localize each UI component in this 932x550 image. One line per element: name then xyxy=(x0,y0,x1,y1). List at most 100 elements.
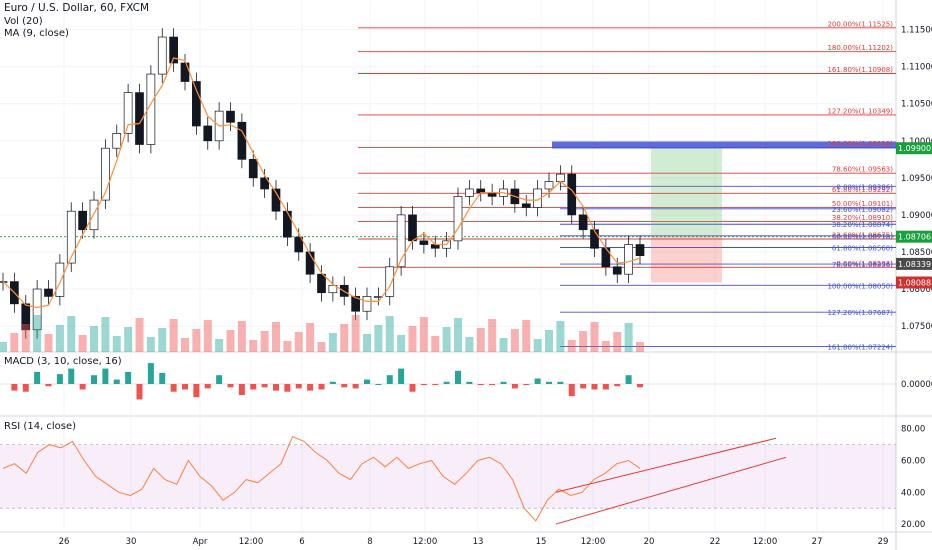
candle-body xyxy=(55,262,65,297)
volume-bar xyxy=(21,324,30,352)
candle-body xyxy=(146,73,156,145)
candle-body xyxy=(32,288,42,331)
resistance-zone xyxy=(552,141,896,149)
price-pane[interactable] xyxy=(0,0,896,352)
volume-bar xyxy=(351,315,360,352)
fib-level-label: 61.80%(1.08560) xyxy=(832,245,893,253)
candle-body xyxy=(112,133,122,149)
candle-body xyxy=(396,214,406,268)
candle-body xyxy=(465,188,474,197)
fib-level-label: 0.00%(1.08293) xyxy=(836,260,893,268)
rsi-y-tick: 80.00 xyxy=(901,425,925,435)
macd-histogram-bar xyxy=(204,384,211,389)
take-profit-zone xyxy=(651,148,722,237)
fib-level-label: 127.20%(1.07687) xyxy=(827,309,893,317)
volume-bar xyxy=(374,325,383,352)
macd-histogram-bar xyxy=(614,384,621,387)
candle-body xyxy=(101,147,110,201)
volume-bar xyxy=(488,319,497,352)
candle-body xyxy=(78,210,87,231)
macd-histogram-bar xyxy=(22,384,29,392)
fib-level-label: 38.20%(1.08874) xyxy=(832,221,893,229)
rsi-pane[interactable] xyxy=(0,436,896,525)
labels: 227.20%(1.11914)200.00%(1.11525)180.00%(… xyxy=(827,20,893,352)
macd-histogram-bar xyxy=(364,379,370,384)
volume-bar xyxy=(33,315,42,352)
macd-histogram-bar xyxy=(182,384,188,390)
volume-bar xyxy=(55,325,64,352)
macd-histogram-bar xyxy=(318,384,325,390)
macd-histogram-bar xyxy=(546,381,552,384)
volume-bar xyxy=(385,316,394,352)
macd-histogram-bar xyxy=(455,370,461,384)
candle-body xyxy=(385,266,395,297)
candle-body xyxy=(294,236,304,253)
fib-level-label: 78.60%(1.09563) xyxy=(832,166,893,174)
candle-body xyxy=(203,125,213,142)
volume-bar xyxy=(101,317,110,352)
candle-body xyxy=(351,296,360,312)
macd-histogram-bar xyxy=(216,375,223,384)
volume-bar xyxy=(408,326,417,352)
volume-bar xyxy=(499,338,508,352)
volume-bar xyxy=(363,334,371,352)
macd-pane[interactable] xyxy=(0,363,896,400)
volume-bar xyxy=(601,341,610,352)
ma-indicator-label[interactable]: MA (9, close) xyxy=(4,28,69,39)
candle-body xyxy=(430,244,440,249)
volume-bar xyxy=(0,342,7,352)
macd-histogram-bar xyxy=(45,384,52,387)
macd-histogram-bar xyxy=(79,384,86,390)
volume-bar xyxy=(431,336,440,352)
y-tick-label: 1.11500 xyxy=(901,26,932,36)
fib-level-label: 161.80%(1.07224) xyxy=(827,344,893,352)
candle-body xyxy=(590,229,599,249)
candle-body xyxy=(248,158,258,179)
y-tick-label: 1.07500 xyxy=(901,322,932,332)
fib-level-label: 23.60%(1.09082) xyxy=(832,206,893,214)
x-tick-label: 6 xyxy=(299,537,304,547)
y-tick-label: 1.08500 xyxy=(901,248,932,258)
x-tick-label: 12:00 xyxy=(581,537,606,547)
fib-level-label: 23.60%(1.08675) xyxy=(832,231,893,239)
volume-indicator-label[interactable]: Vol (20) xyxy=(4,16,43,27)
candle-body xyxy=(226,110,235,123)
fib-level-label: 161.80%(1.10908) xyxy=(827,66,893,74)
fib-level-label: 78.60%(1.08336) xyxy=(832,261,893,269)
candle-body xyxy=(578,214,588,231)
macd-histogram-bar xyxy=(466,381,473,384)
rsi-label[interactable]: RSI (14, close) xyxy=(4,421,77,432)
candle-body xyxy=(260,177,269,190)
macd-histogram-bar xyxy=(375,384,382,385)
volume-bar xyxy=(249,340,258,352)
volume-bar xyxy=(90,326,98,352)
volume-bar xyxy=(124,327,133,352)
fib-level-label: 38.20%(1.08910) xyxy=(832,214,893,222)
candle-body xyxy=(544,181,554,190)
volume-bar xyxy=(545,330,553,352)
price-tag-label: 1.08706 xyxy=(898,233,931,242)
candle-body xyxy=(567,173,577,216)
candle-body xyxy=(521,203,531,208)
price-tag-label: 1.09900 xyxy=(898,144,931,153)
x-tick-label: 22 xyxy=(710,537,721,547)
axes: 1.07500 1.08000 1.08500 1.09000 1.09500 1.100… xyxy=(59,26,932,547)
volume-bar xyxy=(272,322,280,352)
macd-histogram-bar xyxy=(443,381,450,384)
price-tag-label: 1.08339 xyxy=(898,260,931,269)
macd-histogram-bar xyxy=(284,384,291,392)
volume-bar xyxy=(397,335,406,352)
y-tick-label: 1.09000 xyxy=(901,211,932,221)
volume-bar xyxy=(237,321,246,352)
volume-bar xyxy=(522,320,531,352)
macd-histogram-bar xyxy=(227,384,234,388)
x-tick-label: 29 xyxy=(878,537,889,547)
volume-bar xyxy=(226,330,235,352)
fib-level-label: 61.80%(1.09292) xyxy=(832,186,893,194)
candle-body xyxy=(169,36,178,64)
macd-histogram-bar xyxy=(398,368,405,384)
macd-label[interactable]: MACD (3, 10, close, 16) xyxy=(4,356,122,367)
macd-histogram-bar xyxy=(113,379,120,384)
macd-histogram-bar xyxy=(420,384,427,386)
volume-bar xyxy=(158,328,167,352)
